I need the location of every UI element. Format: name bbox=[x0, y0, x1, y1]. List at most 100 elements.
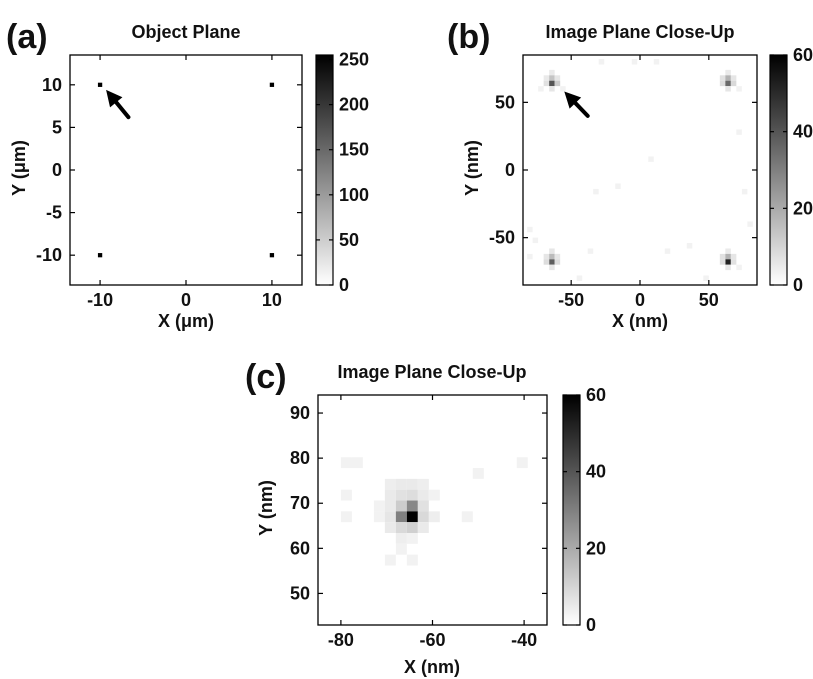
panel-c-heatmap-cell bbox=[417, 511, 429, 523]
panel-c-heatmap-cell bbox=[395, 511, 407, 523]
panel-b-x-tick-label: -50 bbox=[558, 290, 584, 310]
panel-a-colorbar bbox=[315, 54, 334, 286]
panel-b-heatmap-cell bbox=[725, 253, 731, 260]
panel-c-heatmap-cell bbox=[395, 522, 407, 533]
panel-b-heatmap-cell bbox=[736, 86, 742, 92]
panel-a-y-tick-label: 10 bbox=[42, 75, 62, 95]
panel-c-heatmap-cell bbox=[417, 478, 429, 490]
panel-c-heatmap-cell bbox=[406, 522, 418, 533]
panel-c-heatmap-cell bbox=[340, 511, 352, 523]
panel-b-plot-area bbox=[523, 55, 757, 285]
panel-b-heatmap-cell bbox=[543, 80, 550, 87]
panel-b-heatmap-cell bbox=[725, 264, 731, 271]
panel-a: (a) Object Plane X (μm) Y (μm) -10 0 10 -10… bbox=[6, 18, 369, 331]
panel-b-heatmap-cell bbox=[543, 253, 550, 260]
panel-a-heatmap-cell bbox=[269, 82, 275, 87]
panel-c-y-tick-label: 60 bbox=[290, 538, 310, 558]
panel-c-heatmap-cell bbox=[395, 533, 407, 544]
panel-b-heatmap-cell bbox=[538, 86, 544, 92]
panel-b-heatmap-cell bbox=[560, 86, 566, 92]
panel-c-colorbar-tick-label: 0 bbox=[586, 615, 596, 635]
panel-c-heatmap-cell bbox=[395, 500, 407, 512]
panel-a-colorbar-tick-label: 50 bbox=[339, 230, 359, 250]
panel-b-heatmap-cell bbox=[653, 59, 660, 65]
panel-c-y-tick-label: 50 bbox=[290, 583, 310, 603]
panel-b-y-tick-label: 0 bbox=[505, 160, 515, 180]
panel-b-heatmap-cell bbox=[576, 275, 583, 281]
panel-a-arrow-head bbox=[106, 89, 123, 108]
panel-c-heatmap-cell bbox=[384, 522, 396, 533]
panel-a-y-axis-label: Y (μm) bbox=[9, 140, 29, 196]
panel-b-heatmap-cell bbox=[593, 188, 599, 195]
panel-b-heatmap-cell bbox=[549, 75, 555, 81]
panel-b-heatmap-cell bbox=[554, 259, 561, 265]
panel-b-heatmap-cell bbox=[554, 253, 561, 260]
panel-a-plot-area bbox=[70, 55, 302, 285]
panel-c-heatmap-cell bbox=[340, 457, 352, 469]
panel-a-colorbar-tick-label: 100 bbox=[339, 185, 369, 205]
panel-b-heatmap-cell bbox=[598, 59, 605, 65]
panel-c-heatmap-cell bbox=[417, 500, 429, 512]
panel-b-heatmap-cell bbox=[527, 226, 533, 233]
panel-b-y-axis-label: Y (nm) bbox=[462, 140, 482, 196]
panel-b-colorbar-tick-label: 60 bbox=[793, 45, 813, 65]
panel-a-y-tick-label: -10 bbox=[36, 245, 62, 265]
panel-b-label: (b) bbox=[447, 18, 490, 56]
panel-c-plot-area bbox=[318, 395, 547, 625]
panel-b-heatmap-cell bbox=[664, 248, 671, 254]
panel-b-heatmap-cell bbox=[549, 264, 555, 271]
panel-b-heatmap-cell bbox=[631, 59, 638, 65]
panel-b-heatmap-cell bbox=[730, 253, 737, 260]
panel-b-heatmap-cell bbox=[532, 237, 539, 244]
panel-c-heatmap-cell bbox=[417, 489, 429, 501]
panel-b-heatmap-cell bbox=[554, 80, 561, 87]
panel-b-heatmap-cell bbox=[686, 243, 693, 249]
panel-c-heatmap-cell bbox=[384, 489, 396, 501]
panel-b-heatmap-cell bbox=[554, 75, 561, 81]
panel-b-heatmap-cell bbox=[549, 259, 555, 265]
panel-c-x-axis-label: X (nm) bbox=[404, 657, 460, 677]
panel-a-colorbar-tick-label: 150 bbox=[339, 140, 369, 160]
panel-c-heatmap-cell bbox=[373, 500, 385, 512]
panel-b-heatmap-cell bbox=[730, 259, 737, 265]
panel-c-heatmap-cell bbox=[516, 457, 528, 469]
panel-b-arrow-head bbox=[564, 91, 582, 109]
panel-b-heatmap-cell bbox=[719, 253, 726, 260]
panel-b-x-tick-label: 50 bbox=[699, 290, 719, 310]
panel-b-y-tick-label: 50 bbox=[495, 92, 515, 112]
panel-a-title: Object Plane bbox=[131, 22, 240, 42]
panel-a-y-tick-label: 0 bbox=[52, 160, 62, 180]
panel-b-heatmap-cell bbox=[741, 188, 748, 195]
panel-b-heatmap-cell bbox=[549, 253, 555, 260]
panel-c-heatmap-cell bbox=[384, 478, 396, 490]
panel-c-heatmap-cell bbox=[406, 489, 418, 501]
panel-c-x-tick-label: -40 bbox=[511, 630, 537, 650]
panel-c-heatmap-cell bbox=[384, 511, 396, 523]
panel-b-heatmap-cell bbox=[527, 253, 533, 260]
panel-c-heatmap-cell bbox=[384, 500, 396, 512]
panel-a-heatmap-cell bbox=[97, 82, 103, 87]
panel-c-colorbar-tick-label: 40 bbox=[586, 462, 606, 482]
panel-b-heatmap-cell bbox=[736, 129, 742, 135]
panel-c-colorbar bbox=[562, 394, 581, 626]
panel-c-y-axis-label: Y (nm) bbox=[256, 480, 276, 536]
panel-c-heatmap-cell bbox=[395, 478, 407, 490]
panel-c-y-tick-label: 80 bbox=[290, 448, 310, 468]
panel-b-heatmap-cell bbox=[648, 156, 654, 162]
panel-b-heatmap-cell bbox=[703, 275, 709, 281]
panel-b-heatmap-cell bbox=[730, 80, 737, 87]
panel-a-colorbar-tick-label: 250 bbox=[339, 50, 369, 70]
panel-c-heatmap-cell bbox=[384, 554, 396, 566]
panel-a-heatmap-cell bbox=[97, 253, 103, 258]
panel-c-heatmap-cell bbox=[406, 511, 418, 523]
panel-b-heatmap-cell bbox=[587, 248, 594, 254]
panel-b-heatmap-cell bbox=[725, 248, 731, 254]
panel-c-heatmap-cell bbox=[417, 522, 429, 533]
panel-c: (c) Image Plane Close-Up X (nm) Y (nm) -… bbox=[245, 358, 606, 677]
panel-c-heatmap-cell bbox=[395, 543, 407, 555]
panel-b-heatmap-cell bbox=[549, 248, 555, 254]
panel-b-heatmap-cell bbox=[719, 75, 726, 81]
panel-c-heatmap-cell bbox=[406, 478, 418, 490]
panel-b-colorbar-tick-label: 40 bbox=[793, 122, 813, 142]
